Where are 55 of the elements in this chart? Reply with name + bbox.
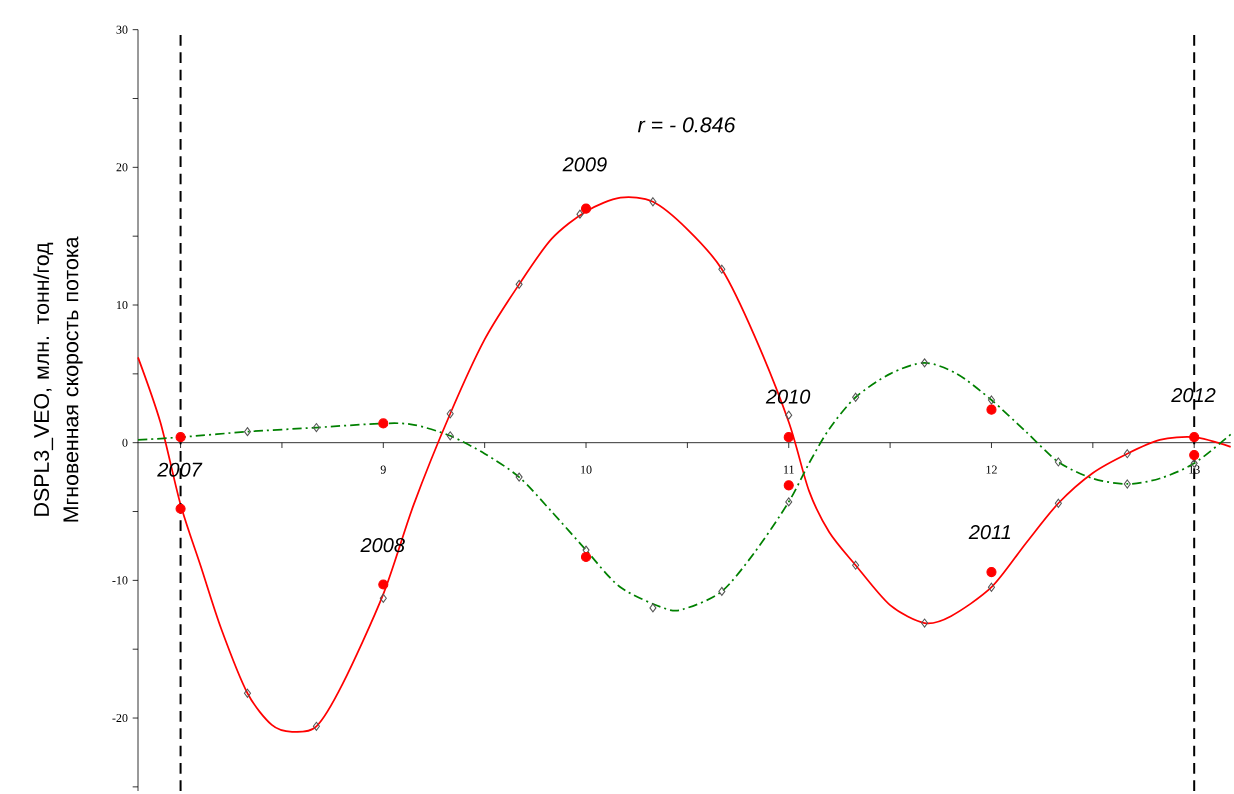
annotation: 2012 <box>1171 388 1216 403</box>
point <box>1189 432 1200 443</box>
point <box>649 197 657 207</box>
point <box>378 579 389 590</box>
point <box>785 410 793 420</box>
point <box>312 423 320 433</box>
point <box>446 409 454 419</box>
point <box>718 264 726 274</box>
point <box>986 567 997 578</box>
y-tick-label: -20 <box>112 713 128 723</box>
point <box>783 480 794 491</box>
point <box>987 582 996 592</box>
point <box>243 688 252 698</box>
point <box>576 209 584 219</box>
x-tick-label: 11 <box>784 465 794 474</box>
point <box>986 404 997 415</box>
point <box>175 503 186 514</box>
y-tick-label: -10 <box>112 576 128 585</box>
point <box>987 395 996 405</box>
point <box>783 432 794 443</box>
y-axis-title: DSPL3_VEO, млн. тонн/год Мгновенная скорость потока <box>33 236 83 522</box>
point <box>1123 449 1131 459</box>
annotation: 2011 <box>968 525 1011 540</box>
x-tick-label: 10 <box>581 465 592 474</box>
point <box>312 721 320 731</box>
point <box>1189 450 1200 461</box>
point <box>718 586 726 596</box>
line-series <box>137 196 1232 733</box>
point <box>515 279 523 289</box>
x-tick-label: 9 <box>380 465 386 474</box>
point <box>1123 479 1131 489</box>
annotation: 2009 <box>562 157 607 172</box>
point <box>175 432 186 443</box>
y-tick-label: 10 <box>117 300 128 310</box>
point <box>1054 498 1062 508</box>
point <box>649 603 657 613</box>
point <box>379 593 387 603</box>
point <box>243 427 252 437</box>
point <box>1054 457 1062 467</box>
point <box>852 560 860 570</box>
point <box>515 472 523 482</box>
y-tick-label: 20 <box>116 163 128 172</box>
point <box>378 418 389 429</box>
point <box>446 431 454 441</box>
point <box>921 358 929 368</box>
annotation: r = - 0.846 <box>637 117 736 133</box>
x-tick-label: 12 <box>986 465 997 474</box>
line-series <box>137 361 1232 612</box>
point <box>921 618 929 628</box>
point <box>580 551 592 563</box>
y-tick-label: 0 <box>122 438 128 447</box>
point <box>580 203 592 214</box>
point <box>785 497 793 507</box>
point <box>852 392 860 402</box>
y-tick-label: 30 <box>116 25 128 34</box>
